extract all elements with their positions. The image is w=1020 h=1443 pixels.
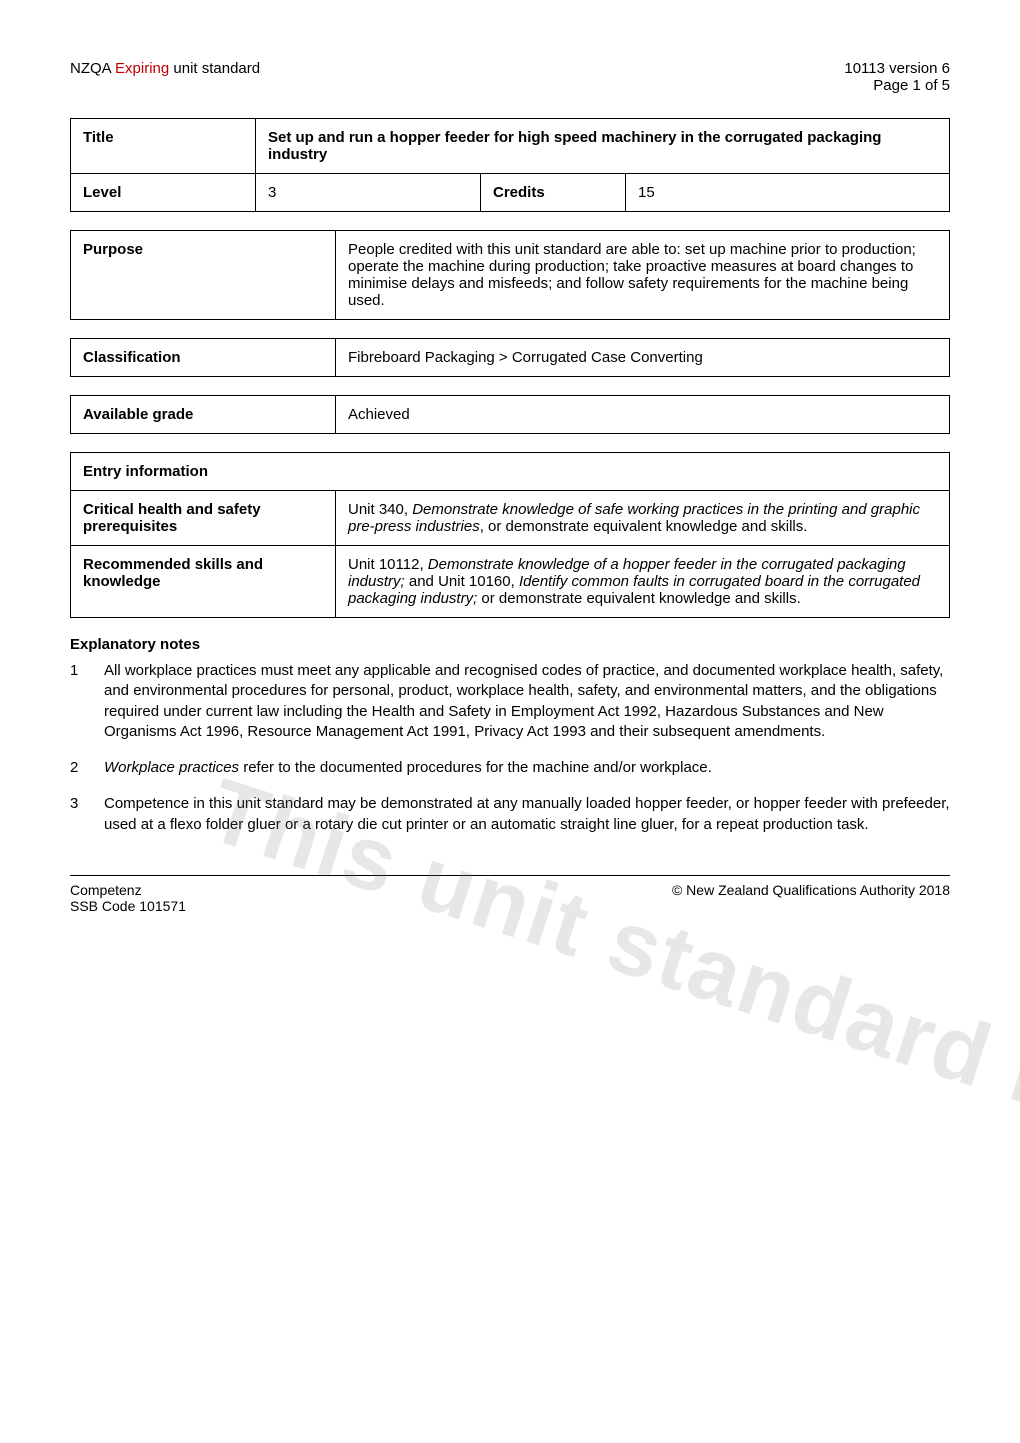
footer-left-1: Competenz [70,882,186,898]
title-table: Title Set up and run a hopper feeder for… [70,118,950,212]
item-body: All workplace practices must meet any ap… [104,661,950,742]
level-label: Level [71,174,256,212]
recommended-mid: and Unit 10160, [405,573,519,590]
header-org: NZQA [70,60,111,77]
explanatory-heading: Explanatory notes [70,636,950,653]
item-number: 1 [70,661,104,742]
entry-info-table: Entry information Critical health and sa… [70,452,950,618]
credits-value: 15 [626,174,950,212]
available-grade-label: Available grade [71,396,336,434]
recommended-label: Recommended skills and knowledge [71,546,336,618]
purpose-table: Purpose People credited with this unit s… [70,230,950,320]
title-label: Title [71,119,256,174]
list-item: 1 All workplace practices must meet any … [70,661,950,742]
list-item: 2 Workplace practices refer to the docum… [70,758,950,778]
critical-prefix: Unit 340, [348,501,412,518]
item-italic-lead: Workplace practices [104,759,239,776]
list-item: 3 Competence in this unit standard may b… [70,794,950,835]
page-footer: Competenz SSB Code 101571 © New Zealand … [70,875,950,914]
footer-left: Competenz SSB Code 101571 [70,882,186,914]
credits-label: Credits [481,174,626,212]
classification-table: Classification Fibreboard Packaging > Co… [70,338,950,377]
title-text: Set up and run a hopper feeder for high … [256,119,950,174]
classification-label: Classification [71,339,336,377]
page-header: NZQA Expiring unit standard 10113 versio… [70,60,950,94]
recommended-suffix: or demonstrate equivalent knowledge and … [477,590,801,607]
recommended-prefix: Unit 10112, [348,556,428,573]
critical-text: Unit 340, Demonstrate knowledge of safe … [336,491,950,546]
classification-text: Fibreboard Packaging > Corrugated Case C… [336,339,950,377]
header-expiring-word: Expiring [115,60,169,77]
available-grade-table: Available grade Achieved [70,395,950,434]
entry-info-heading: Entry information [71,453,950,491]
header-doc-type: unit standard [173,60,260,77]
header-page-number: Page 1 of 5 [844,77,950,94]
critical-suffix: , or demonstrate equivalent knowledge an… [480,518,808,535]
explanatory-list: 1 All workplace practices must meet any … [70,661,950,835]
header-doc-id: 10113 version 6 [844,60,950,77]
purpose-label: Purpose [71,231,336,320]
item-number: 3 [70,794,104,835]
recommended-text: Unit 10112, Demonstrate knowledge of a h… [336,546,950,618]
header-right: 10113 version 6 Page 1 of 5 [844,60,950,94]
footer-right: © New Zealand Qualifications Authority 2… [672,882,950,914]
header-left: NZQA Expiring unit standard [70,60,260,94]
item-number: 2 [70,758,104,778]
item-body: Workplace practices refer to the documen… [104,758,950,778]
item-text: refer to the documented procedures for t… [239,759,712,776]
item-body: Competence in this unit standard may be … [104,794,950,835]
level-value: 3 [256,174,481,212]
purpose-text: People credited with this unit standard … [336,231,950,320]
critical-label: Critical health and safety prerequisites [71,491,336,546]
available-grade-text: Achieved [336,396,950,434]
footer-left-2: SSB Code 101571 [70,898,186,914]
